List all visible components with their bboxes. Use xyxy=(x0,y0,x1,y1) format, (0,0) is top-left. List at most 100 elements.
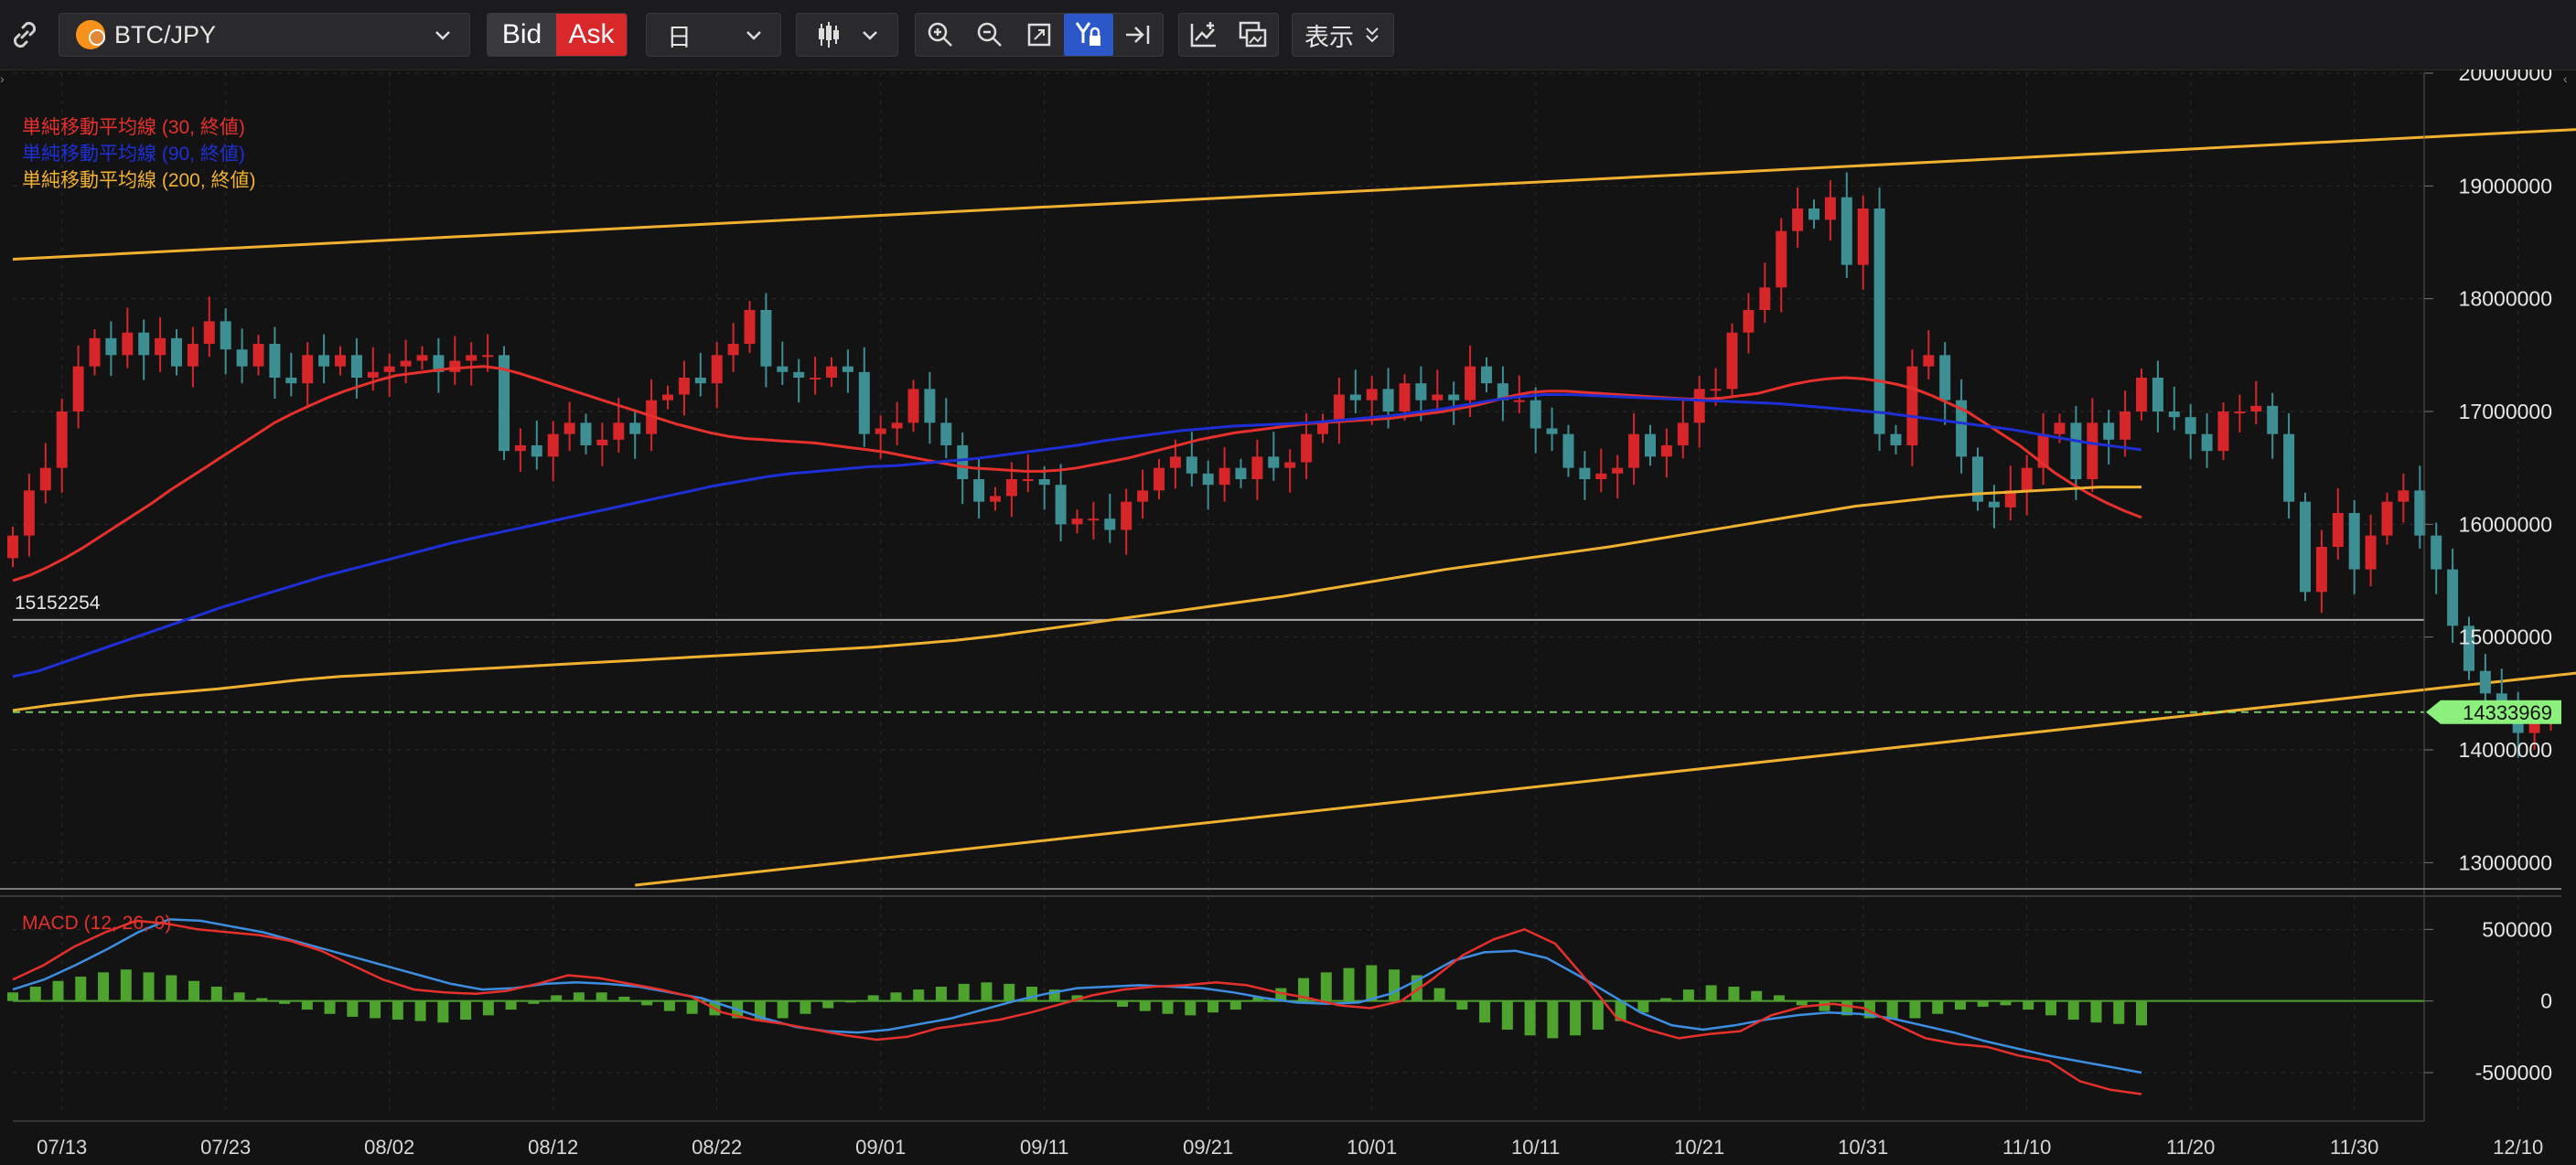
y-tick-label: 14000000 xyxy=(2459,738,2552,762)
macd-histogram-bar xyxy=(1705,985,1717,1001)
candle xyxy=(1088,518,1100,521)
candle xyxy=(2283,433,2295,502)
chevron-down-icon xyxy=(746,31,761,40)
macd-histogram-bar xyxy=(1139,1000,1151,1011)
bid-button[interactable]: Bid xyxy=(488,14,557,56)
macd-histogram-bar xyxy=(1751,990,1763,1001)
toolbar: BTC/JPY Bid Ask 日 表示 xyxy=(0,0,2576,70)
candle xyxy=(1628,433,1640,468)
candle xyxy=(2070,422,2082,479)
candle xyxy=(711,355,723,384)
x-tick-label: 10/31 xyxy=(1838,1136,1888,1159)
macd-histogram-bar xyxy=(482,1000,494,1016)
candle xyxy=(89,337,101,367)
candle xyxy=(482,355,494,358)
candle xyxy=(531,445,542,457)
zoom-in-icon[interactable] xyxy=(916,14,965,56)
candle xyxy=(1366,389,1378,401)
x-tick-label: 12/10 xyxy=(2493,1136,2543,1159)
macd-line xyxy=(12,919,2142,1096)
x-tick-label: 08/02 xyxy=(364,1136,414,1159)
x-tick-label: 08/12 xyxy=(528,1136,578,1159)
macd-histogram-bar xyxy=(166,975,177,1001)
candle xyxy=(1071,518,1083,525)
candle xyxy=(2267,405,2279,434)
macd-histogram-bar xyxy=(1682,989,1694,1001)
left-panel-toggle[interactable]: › xyxy=(0,71,5,86)
candle xyxy=(1104,518,1116,530)
macd-histogram-bar xyxy=(1570,1000,1582,1036)
link-icon[interactable] xyxy=(4,16,46,53)
macd-histogram-bar xyxy=(324,1000,336,1014)
candle xyxy=(1154,467,1165,491)
macd-histogram-bar xyxy=(143,972,155,1001)
macd-histogram-bar xyxy=(867,995,879,1001)
axes: 07/13 07/23 08/02 08/12 08/22 09/01 09/11 09/21… xyxy=(0,69,2561,1159)
candle xyxy=(1939,355,1951,401)
timeframe-selector[interactable]: 日 xyxy=(646,13,781,57)
candle xyxy=(155,337,166,356)
macd-histogram-bar xyxy=(1117,1000,1129,1007)
macd-histogram-bar xyxy=(188,980,200,1001)
display-menu-button[interactable]: 表示 xyxy=(1292,13,1394,57)
macd-histogram-bar xyxy=(1615,1000,1626,1021)
candle xyxy=(449,360,461,372)
right-panel-toggle[interactable]: ‹ xyxy=(2563,71,2568,86)
candle xyxy=(187,344,199,367)
scroll-to-latest-icon[interactable] xyxy=(1113,14,1163,56)
candle xyxy=(1349,394,1361,401)
candle xyxy=(1546,428,1558,434)
x-tick-label: 11/20 xyxy=(2166,1136,2215,1159)
y-tick-label: 13000000 xyxy=(2459,850,2552,874)
candle xyxy=(580,422,592,445)
candle xyxy=(252,344,264,367)
candle xyxy=(1481,366,1492,384)
candle xyxy=(1301,433,1313,463)
chevron-down-icon xyxy=(435,31,450,40)
symbol-selector[interactable]: BTC/JPY xyxy=(59,13,470,57)
candle xyxy=(907,389,919,423)
fit-screen-icon[interactable] xyxy=(1014,14,1064,56)
y-axis-lock-icon[interactable] xyxy=(1064,14,1113,56)
macd-histogram-bar xyxy=(279,1000,291,1004)
zoom-out-icon[interactable] xyxy=(965,14,1014,56)
macd-histogram-bar xyxy=(392,1000,403,1021)
candle xyxy=(2201,433,2213,452)
candle xyxy=(39,467,51,491)
candle xyxy=(1809,208,1819,220)
candle xyxy=(760,310,772,367)
chart-area[interactable]: 15152254 単純移動平均線 (30, 終値) 単純移動平均線 (90, 終値)… xyxy=(0,69,2576,1165)
candle xyxy=(1448,394,1460,401)
ask-button[interactable]: Ask xyxy=(556,14,627,56)
chart-type-selector[interactable] xyxy=(796,13,898,57)
candle xyxy=(7,535,18,559)
candle xyxy=(1906,366,1918,445)
double-chevron-down-icon xyxy=(1366,27,1379,43)
macd-legend: MACD (12, 26, 9) xyxy=(22,913,171,934)
candle xyxy=(1579,467,1591,479)
macd-histogram-bar xyxy=(1208,1000,1219,1013)
y-tick-label: 18000000 xyxy=(2459,287,2552,311)
candle xyxy=(1956,400,1968,457)
macd-histogram-bar xyxy=(301,1000,313,1010)
x-tick-label: 11/30 xyxy=(2330,1136,2378,1159)
candle xyxy=(1022,479,1034,481)
candle xyxy=(662,394,673,401)
chevron-down-icon xyxy=(863,31,877,40)
candle xyxy=(2365,535,2377,570)
chart-grid xyxy=(13,72,2519,1116)
candle xyxy=(1235,467,1247,479)
candle xyxy=(842,366,853,372)
macd-y-tick-label: 0 xyxy=(2540,989,2552,1013)
macd-histogram-bar xyxy=(641,1000,653,1006)
macd-histogram-bar xyxy=(1320,972,1332,1001)
y-tick-label: 15000000 xyxy=(2459,625,2552,649)
candle xyxy=(564,422,575,434)
candle xyxy=(2120,411,2131,440)
macd-histogram-bar xyxy=(7,992,18,1001)
macd-histogram-bar xyxy=(958,983,970,1001)
add-indicator-icon[interactable] xyxy=(1179,14,1229,56)
screenshot-icon[interactable] xyxy=(1229,14,1278,56)
candle xyxy=(350,355,362,378)
candle xyxy=(1595,473,1607,479)
